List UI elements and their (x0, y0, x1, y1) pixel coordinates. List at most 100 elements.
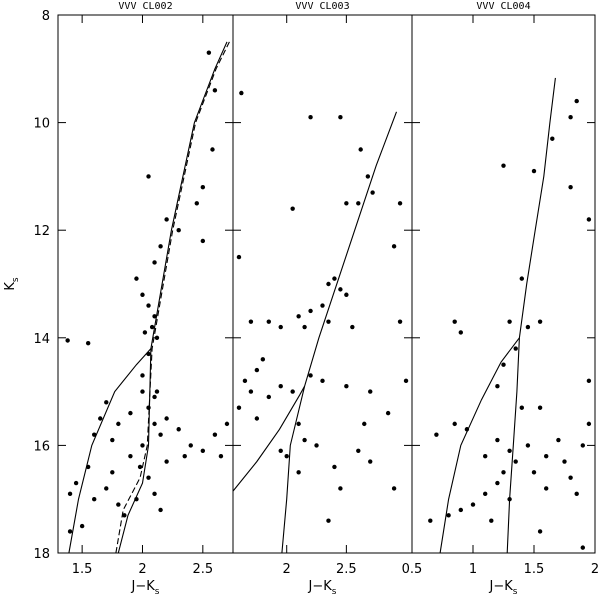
star-point (104, 486, 109, 491)
star-point (134, 497, 139, 502)
star-point (128, 410, 133, 416)
star-point (513, 346, 518, 351)
star-point (65, 338, 70, 343)
star-point (146, 405, 151, 410)
star-point (242, 378, 248, 384)
star-point (146, 303, 151, 308)
y-tick-label: 14 (33, 332, 50, 347)
star-point (188, 443, 193, 448)
star-point (92, 497, 97, 502)
star-point (158, 244, 163, 249)
star-point (137, 464, 143, 470)
x-tick-label: 2 (138, 562, 146, 577)
x-tick-label: 2.5 (336, 562, 357, 577)
star-point (586, 217, 592, 222)
star-point (531, 470, 537, 475)
star-point (194, 201, 199, 206)
star-point (344, 201, 349, 206)
star-point (495, 480, 500, 486)
star-point (266, 319, 271, 324)
star-point (164, 416, 169, 421)
star-point (458, 507, 463, 513)
x-axis-label-main: J−K (131, 579, 156, 594)
x-tick-label: 2 (283, 562, 291, 577)
star-point (308, 373, 313, 378)
star-point (368, 389, 373, 394)
star-point (176, 228, 181, 233)
star-point (302, 324, 307, 330)
star-point (278, 384, 283, 389)
star-point (397, 201, 403, 206)
star-point (326, 281, 331, 287)
star-point (146, 174, 151, 179)
star-point (296, 314, 301, 319)
star-point (568, 115, 573, 120)
star-point (284, 453, 289, 459)
star-point (212, 88, 218, 93)
star-point (248, 319, 254, 324)
star-point (580, 545, 585, 550)
star-point (519, 405, 524, 410)
star-point (434, 432, 439, 437)
star-point (446, 513, 451, 518)
star-point (152, 260, 157, 265)
star-point (260, 357, 266, 362)
y-axis-label-main: K (3, 282, 18, 291)
star-point (525, 443, 531, 448)
star-point (200, 238, 206, 244)
star-point (152, 491, 157, 497)
star-point (586, 421, 592, 427)
star-point (464, 427, 470, 432)
star-point (73, 480, 79, 486)
star-point (152, 394, 157, 400)
star-point (580, 443, 585, 448)
star-point (537, 405, 543, 410)
star-point (200, 448, 206, 453)
y-tick-label: 18 (33, 547, 50, 562)
star-point (338, 115, 343, 120)
isochrone (506, 337, 520, 554)
panel-frame (232, 14, 413, 554)
panel: VVV CL004 0.5 1 1.5 2 J−Ks (402, 1, 599, 597)
y-tick-label: 12 (33, 224, 50, 239)
star-point (278, 324, 283, 330)
star-point (537, 319, 543, 324)
x-axis-label: J−Ks (308, 579, 337, 597)
star-point (350, 324, 355, 330)
star-point (483, 453, 488, 459)
y-tick-label: 10 (33, 117, 50, 132)
star-point (537, 529, 543, 534)
panel-frame (411, 14, 596, 554)
star-point (146, 351, 151, 357)
star-point (158, 507, 163, 513)
star-point (391, 244, 397, 249)
star-point (368, 459, 373, 464)
star-point (574, 491, 579, 497)
star-point (296, 421, 301, 427)
star-point (152, 314, 157, 319)
star-point (158, 432, 163, 437)
star-point (278, 448, 283, 453)
y-tick-label: 8 (42, 9, 50, 24)
star-point (116, 502, 121, 507)
star-point (356, 448, 361, 453)
star-point (154, 335, 160, 340)
star-point (98, 416, 103, 421)
star-point (164, 459, 169, 464)
star-point (326, 319, 331, 324)
star-point (489, 518, 494, 523)
star-point (128, 453, 133, 459)
star-point (210, 147, 215, 152)
panel-title: VVV CL003 (295, 1, 349, 12)
star-point (362, 421, 367, 427)
star-point (452, 319, 457, 324)
star-point (302, 437, 307, 443)
star-point (146, 475, 151, 480)
star-point (391, 486, 397, 491)
star-point (458, 330, 463, 335)
star-point (556, 437, 561, 443)
star-point (356, 201, 361, 206)
star-point (385, 410, 391, 416)
star-point (365, 174, 371, 179)
